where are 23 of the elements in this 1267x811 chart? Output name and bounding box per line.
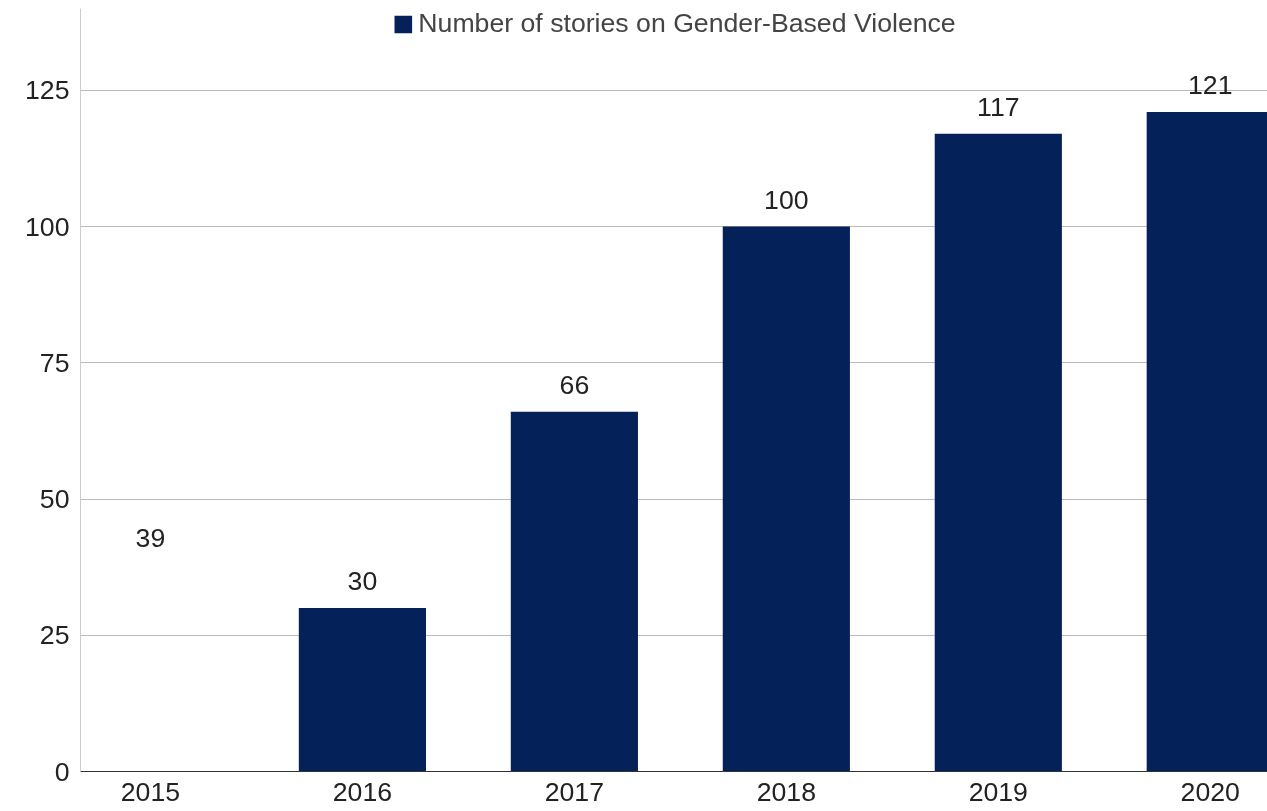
data-label: 100	[764, 184, 809, 215]
y-tick-label: 0	[54, 756, 70, 787]
x-tick-label: 2018	[756, 776, 816, 807]
legend-label: Number of stories on Gender-Based Violence	[418, 8, 956, 39]
x-tick-label: 2017	[544, 776, 605, 807]
bar	[510, 411, 638, 772]
x-tick-label: 2019	[968, 776, 1028, 807]
y-tick-label: 75	[39, 347, 70, 378]
data-label: 117	[977, 91, 1020, 122]
data-label: 30	[347, 566, 378, 596]
bar	[722, 226, 850, 772]
annotation: 39	[135, 522, 166, 553]
y-tick-label: 125	[25, 75, 70, 106]
data-label: 121	[1188, 70, 1233, 101]
bar	[934, 133, 1062, 772]
y-tick-label: 25	[39, 620, 70, 651]
x-tick-label: 2016	[332, 776, 393, 807]
y-tick-label: 100	[25, 211, 70, 242]
y-tick-label: 50	[39, 484, 70, 514]
data-label: 66	[559, 369, 590, 400]
x-tick-label: 2020	[1180, 776, 1240, 807]
x-tick-label: 2015	[120, 776, 181, 807]
bar	[298, 608, 426, 772]
